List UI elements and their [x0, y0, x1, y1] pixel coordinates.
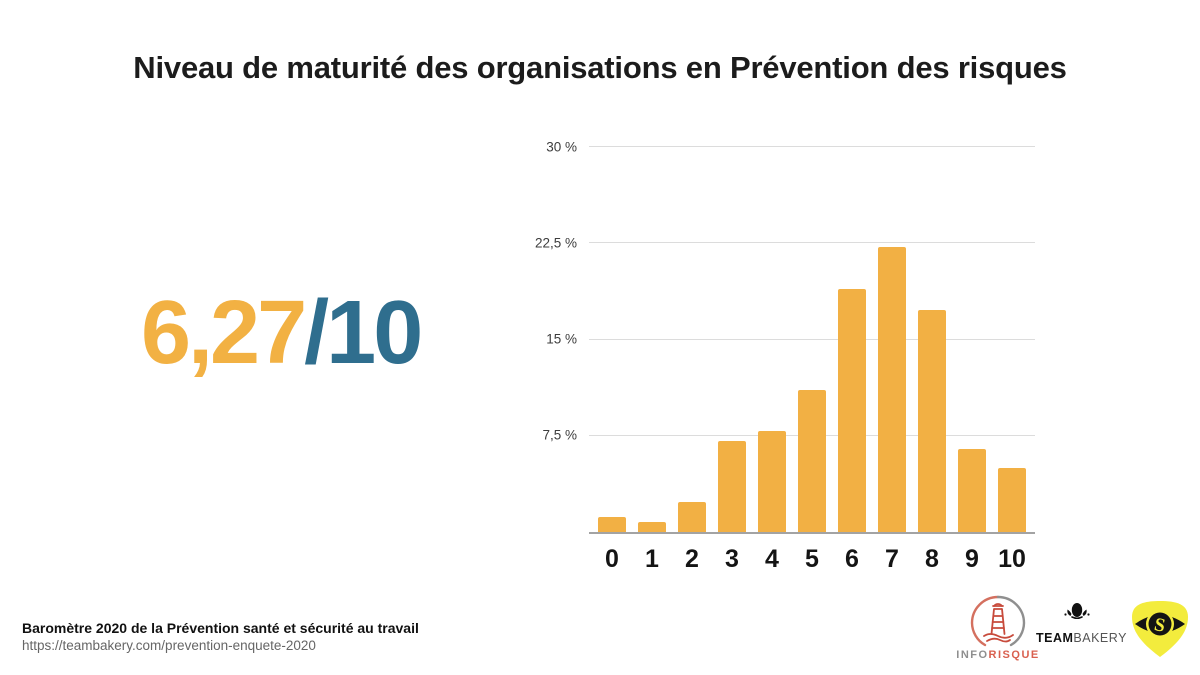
- chef-hat-icon: [1062, 603, 1092, 628]
- x-tick-label: 3: [725, 545, 739, 573]
- lighthouse-icon: [950, 595, 1046, 662]
- bar-8: [918, 309, 946, 532]
- x-tick-label: 4: [765, 545, 779, 573]
- x-tick-label: 9: [965, 545, 979, 573]
- y-tick-label: 30 %: [546, 139, 577, 154]
- bar-10: [998, 467, 1026, 532]
- x-tick-label: 0: [605, 545, 619, 573]
- bar-1: [638, 521, 666, 532]
- bar-0: [598, 516, 626, 532]
- x-tick-label: 10: [998, 545, 1026, 573]
- logo-eye-shield: S: [1128, 597, 1192, 661]
- score-denominator: /10: [304, 283, 423, 383]
- bar-9: [958, 448, 986, 532]
- bar-4: [758, 430, 786, 532]
- bar-6: [838, 289, 866, 532]
- bar-3: [718, 440, 746, 532]
- x-tick-label: 7: [885, 545, 899, 573]
- page-title: Niveau de maturité des organisations en …: [133, 50, 1067, 85]
- y-tick-label: 22,5 %: [534, 235, 577, 251]
- eye-shield-icon: S: [1128, 601, 1192, 665]
- chart-plot: 30 % 22,5 % 15 % 7,5 %: [535, 139, 1035, 534]
- source-title: Baromètre 2020 de la Prévention santé et…: [22, 620, 419, 636]
- bar-7: [878, 247, 906, 532]
- grid-line: 30 %: [546, 139, 1035, 154]
- svg-text:S: S: [1152, 614, 1167, 637]
- source-footer: Baromètre 2020 de la Prévention santé et…: [22, 619, 419, 655]
- y-tick-label: 15 %: [546, 331, 577, 347]
- x-tick-label: 6: [845, 545, 859, 573]
- bar-5: [798, 389, 826, 532]
- y-tick-label: 7,5 %: [542, 427, 577, 443]
- source-url: https://teambakery.com/prevention-enquet…: [22, 638, 316, 653]
- x-tick-label: 1: [645, 545, 659, 573]
- grid-line: 15 %: [546, 332, 1035, 347]
- inforisque-wordmark: INFORISQUE: [956, 649, 1040, 661]
- bar-2: [678, 502, 706, 532]
- x-tick-label: 2: [685, 545, 699, 573]
- score-numerator: 6,27: [141, 283, 307, 383]
- grid-line: 22,5 %: [535, 235, 1035, 250]
- logo-inforisque: INFORISQUE: [950, 592, 1046, 661]
- x-tick-label: 5: [805, 545, 819, 573]
- x-tick-label: 8: [925, 545, 939, 573]
- x-axis: 0 1 2 3 4 5 6 7 8 9 10: [589, 545, 1035, 577]
- score-value: 6,27/10: [141, 288, 423, 378]
- teambakery-wordmark: TEAMBAKERY: [1036, 631, 1127, 645]
- logo-teambakery: TEAMBAKERY: [1036, 600, 1127, 645]
